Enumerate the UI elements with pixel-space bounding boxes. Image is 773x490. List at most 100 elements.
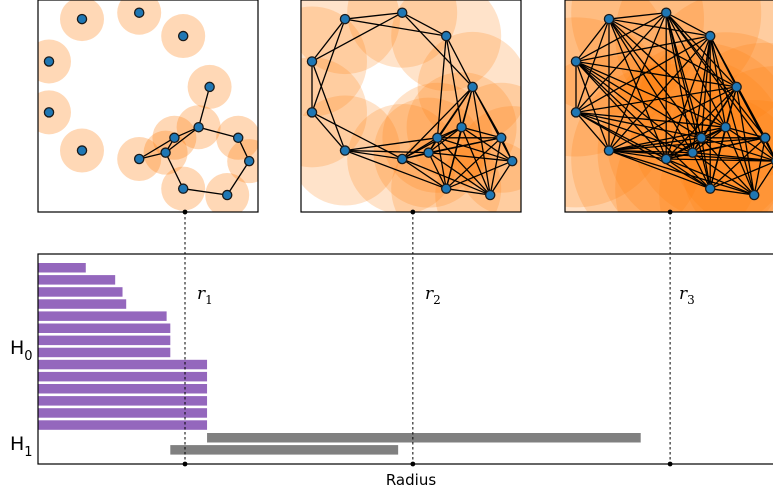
graph-edge xyxy=(198,126,239,139)
graph-edge xyxy=(725,126,773,160)
radius-disk xyxy=(227,139,258,184)
radius-label-r1: r1 xyxy=(197,284,213,307)
h0-bar xyxy=(38,347,171,358)
data-point xyxy=(495,132,507,144)
graph-edge xyxy=(428,152,447,189)
graph-edge xyxy=(461,126,502,139)
graph-edge xyxy=(461,126,513,162)
data-point xyxy=(456,121,467,133)
graph-edge xyxy=(665,158,711,190)
graph-edge xyxy=(575,35,711,63)
data-point xyxy=(339,145,351,156)
graph-edge xyxy=(446,188,491,196)
radius-disk xyxy=(347,0,458,68)
radius-disk xyxy=(301,6,367,117)
data-point xyxy=(660,153,672,165)
h0-bar xyxy=(38,408,208,418)
graph-edge xyxy=(575,60,726,128)
graph-edge xyxy=(575,12,667,63)
graph-edge xyxy=(710,188,755,196)
radius-marker-dot xyxy=(182,461,188,467)
data-point xyxy=(193,121,204,133)
graph-edge xyxy=(428,151,513,162)
data-point xyxy=(133,7,145,18)
graph-edge xyxy=(344,149,447,190)
radius-disk xyxy=(38,90,71,135)
graph-edge xyxy=(311,12,403,63)
data-point xyxy=(603,145,615,156)
graph-edge xyxy=(183,188,228,196)
graph-edge xyxy=(709,35,755,196)
graph-edge xyxy=(608,137,702,152)
panel-frame-r1 xyxy=(37,0,259,213)
graph-edge xyxy=(608,137,766,152)
barcode-plot xyxy=(37,253,773,465)
graph-edge xyxy=(197,86,211,128)
data-point xyxy=(748,189,760,201)
graph-edge xyxy=(575,18,610,62)
graph-edge xyxy=(575,18,610,113)
data-point xyxy=(440,183,452,194)
graph-edge xyxy=(753,137,766,196)
graph-edge xyxy=(575,60,702,139)
graph-edge xyxy=(344,149,429,154)
data-point xyxy=(484,189,496,201)
data-point xyxy=(440,30,452,42)
graph-edge xyxy=(401,158,447,190)
data-point xyxy=(506,155,518,167)
nodes-r2 xyxy=(306,7,518,201)
graph-edge xyxy=(165,152,184,189)
graph-edge xyxy=(445,35,474,88)
graph-edge xyxy=(575,12,667,113)
graph-edge xyxy=(344,137,438,152)
graph-edge xyxy=(401,137,438,160)
data-point xyxy=(339,13,351,25)
graph-edge xyxy=(692,152,711,189)
graph-edge xyxy=(608,35,711,151)
graph-edge xyxy=(608,149,711,190)
panel-r2 xyxy=(300,0,522,213)
radius-disk xyxy=(38,39,71,84)
radius-marker-dot xyxy=(667,209,673,215)
data-point xyxy=(43,56,55,67)
data-point xyxy=(687,147,698,158)
graph-edge xyxy=(608,12,667,20)
graph-edge xyxy=(445,35,463,128)
panel-r1 xyxy=(37,0,259,213)
data-point xyxy=(232,132,244,144)
graph-edge xyxy=(344,12,403,20)
h0-bars xyxy=(38,263,208,430)
graph-edge xyxy=(709,35,727,128)
graph-edge xyxy=(665,12,711,37)
graph-edge xyxy=(608,126,726,152)
radius-marker-dot xyxy=(667,461,673,467)
radius-marker-dot xyxy=(410,209,416,215)
radius-label-r3: r3 xyxy=(679,284,695,307)
h0-bar xyxy=(38,420,208,430)
graph-edge xyxy=(138,137,175,160)
graph-edge xyxy=(575,111,726,128)
data-point xyxy=(731,81,742,93)
graph-edge xyxy=(311,111,346,151)
radius-label-r2: r2 xyxy=(425,284,441,307)
graph-edge xyxy=(428,152,491,196)
data-point xyxy=(603,13,615,25)
graph-edge xyxy=(709,161,773,190)
data-point xyxy=(306,56,318,67)
radius-marker-dot xyxy=(410,461,416,467)
data-point xyxy=(660,7,672,18)
h1-bars xyxy=(170,433,641,455)
radius-disk xyxy=(301,0,400,75)
graph-edge xyxy=(608,18,694,153)
panel-frame-r3 xyxy=(564,0,773,213)
graph-edge xyxy=(700,137,755,196)
data-point xyxy=(76,13,88,25)
nodes-r1 xyxy=(43,7,255,201)
graph-edge xyxy=(575,111,702,139)
edges-r2 xyxy=(311,12,513,196)
graph-edge xyxy=(725,126,766,139)
data-point xyxy=(177,30,189,42)
graph-edge xyxy=(608,149,755,196)
graph-edge xyxy=(311,18,346,113)
x-axis-label: Radius xyxy=(386,471,436,489)
